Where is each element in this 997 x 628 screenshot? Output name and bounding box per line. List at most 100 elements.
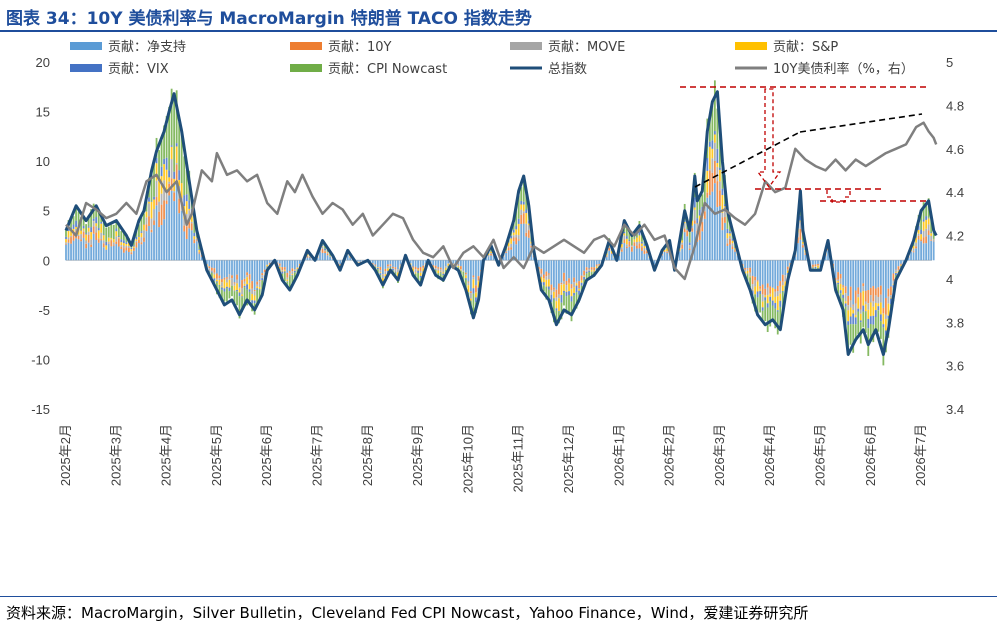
bar-cpi [517, 195, 520, 219]
bar-net_support [82, 237, 85, 261]
bar-y10 [724, 217, 726, 223]
bar-y10 [263, 269, 266, 273]
bar-net_support [163, 219, 165, 261]
bar-sp [764, 295, 767, 298]
bar-vix [884, 330, 887, 336]
bar-vix [133, 245, 135, 247]
bar-cpi [120, 231, 123, 240]
bar-cpi [160, 140, 163, 167]
bar-move [246, 275, 248, 278]
bar-vix [751, 290, 754, 295]
bar-y10 [127, 248, 130, 253]
bar-cpi [75, 205, 77, 221]
bar-vix [890, 298, 892, 305]
bar-move [884, 314, 887, 320]
bar-net_support [492, 255, 495, 261]
bar-net_support [218, 260, 221, 276]
bar-cpi [847, 324, 850, 348]
bar-cpi [175, 90, 178, 144]
bar-sp [786, 270, 789, 274]
bar-net_support [454, 260, 457, 264]
bar-move [414, 269, 417, 273]
bar-net_support [140, 244, 143, 261]
bar-sp [781, 285, 784, 291]
bar-y10 [175, 164, 178, 184]
bar-y10 [208, 266, 211, 269]
bar-sp [477, 281, 480, 288]
bar-y10 [218, 275, 221, 279]
bar-move [356, 261, 359, 263]
bar-sp [542, 278, 545, 283]
y-left-tick-label: 20 [36, 55, 50, 70]
bar-net_support [85, 248, 88, 261]
bar-y10 [844, 286, 847, 294]
bar-sp [540, 276, 543, 283]
bar-sp [932, 239, 935, 240]
bar-y10 [776, 285, 779, 292]
bar-move [719, 181, 721, 191]
bar-net_support [754, 260, 757, 277]
bar-net_support [917, 239, 920, 261]
bar-vix [716, 148, 719, 163]
bar-sp [130, 249, 133, 252]
bar-vix [216, 281, 218, 283]
bar-vix [213, 278, 216, 281]
bar-cpi [173, 96, 176, 172]
bar-move [746, 268, 749, 271]
bar-sp [530, 241, 533, 244]
bar-net_support [77, 239, 80, 261]
bar-sp [693, 207, 696, 210]
bar-y10 [412, 266, 414, 268]
bar-y10 [708, 170, 711, 196]
bar-y10 [744, 267, 746, 270]
bar-y10 [72, 233, 75, 241]
bar-vix [520, 200, 523, 205]
bar-cpi [698, 198, 701, 210]
bar-vix [708, 141, 711, 147]
bar-net_support [618, 255, 621, 261]
bar-net_support [897, 260, 900, 267]
bar-cpi [525, 190, 528, 210]
bar-move [837, 279, 840, 282]
bar-net_support [804, 254, 807, 261]
bar-net_support [819, 260, 822, 265]
bar-move [444, 266, 447, 268]
bar-sp [859, 313, 862, 321]
bar-y10 [590, 267, 593, 270]
bar-vix [143, 223, 145, 225]
bar-cpi [764, 300, 767, 322]
bar-vix [261, 278, 264, 281]
bar-net_support [595, 260, 598, 265]
bar-vix [173, 171, 176, 179]
bar-sp [296, 267, 299, 270]
bar-sp [87, 227, 90, 232]
bar-move [306, 255, 309, 257]
bar-net_support [439, 260, 442, 268]
bar-vix [223, 288, 226, 292]
bar-sp [457, 266, 460, 268]
bar-move [459, 269, 462, 270]
bar-move [915, 242, 917, 247]
bar-move [148, 203, 150, 217]
legend-label-cpi: 贡献：CPI Nowcast [328, 62, 447, 77]
bar-vix [774, 302, 777, 309]
bar-vix [547, 286, 550, 290]
bar-vix [379, 273, 382, 275]
bar-net_support [721, 230, 724, 261]
bar-move [895, 270, 897, 273]
bar-cpi [920, 210, 922, 230]
bar-sp [178, 179, 181, 186]
bar-move [110, 239, 113, 241]
bar-y10 [231, 275, 233, 279]
bar-sp [135, 239, 138, 242]
bar-y10 [691, 228, 694, 232]
bar-vix [512, 229, 515, 233]
bar-vix [475, 297, 477, 303]
bar-sp [472, 279, 475, 289]
bar-vix [208, 270, 211, 272]
bar-net_support [356, 260, 359, 262]
bar-y10 [117, 238, 120, 247]
bar-cpi [759, 294, 762, 313]
bar-y10 [515, 237, 518, 245]
bar-net_support [874, 260, 877, 289]
